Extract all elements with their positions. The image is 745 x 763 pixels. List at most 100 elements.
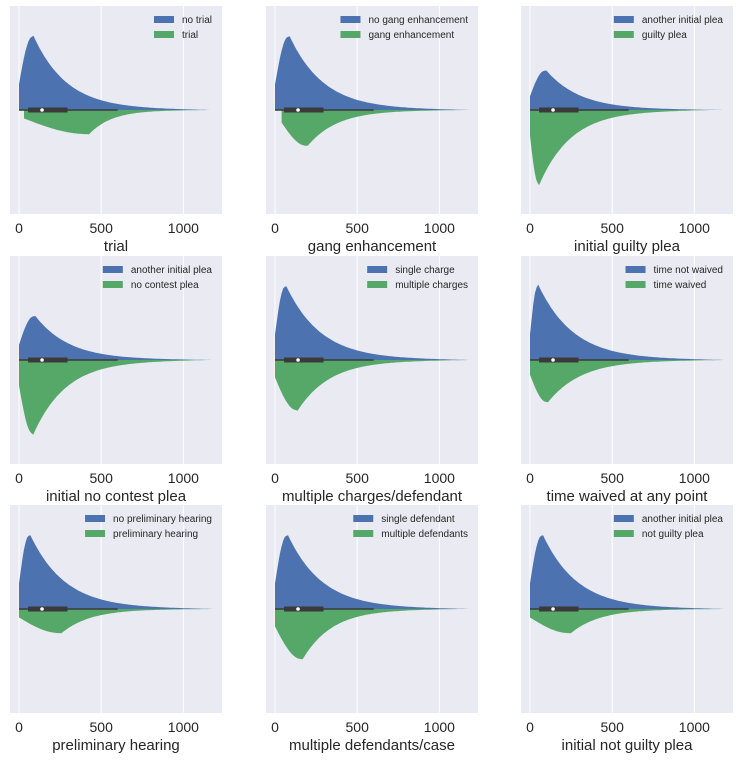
x-tick-label: 500 bbox=[90, 470, 114, 486]
x-tick-label: 1000 bbox=[424, 719, 455, 735]
violin-top-half bbox=[19, 535, 215, 609]
violin-top-half bbox=[530, 535, 726, 609]
legend-swatch bbox=[340, 16, 361, 23]
legend-label: no contest plea bbox=[131, 280, 199, 291]
x-axis-label: multiple defendants/case bbox=[289, 737, 455, 754]
box-iqr bbox=[539, 357, 579, 363]
legend-swatch bbox=[613, 515, 634, 522]
legend-label: gang enhancement bbox=[368, 30, 454, 41]
chart-panel: 0 500 1000 single defendant multiple defenda… bbox=[266, 505, 478, 754]
legend-label: guilty plea bbox=[642, 30, 687, 41]
legend-swatch bbox=[153, 31, 174, 38]
legend-swatch bbox=[613, 530, 634, 537]
legend-label: another initial plea bbox=[642, 15, 724, 26]
violin-bottom-half bbox=[281, 110, 466, 146]
legend-label: no gang enhancement bbox=[368, 15, 468, 26]
x-tick-label: 0 bbox=[15, 470, 23, 486]
legend-swatch bbox=[153, 16, 174, 23]
x-tick-label: 500 bbox=[346, 220, 370, 236]
x-axis-label: trial bbox=[104, 238, 128, 255]
x-axis-label: gang enhancement bbox=[308, 238, 437, 255]
x-tick-label: 0 bbox=[526, 220, 534, 236]
legend-swatch bbox=[85, 515, 106, 522]
box-median bbox=[551, 607, 555, 611]
box-median bbox=[551, 108, 555, 112]
box-median bbox=[296, 358, 300, 362]
legend-label: another initial plea bbox=[131, 265, 213, 276]
box-iqr bbox=[28, 606, 68, 612]
chart-panel: 0 500 1000 another initial plea guilty plea i… bbox=[521, 6, 733, 255]
legend-label: preliminary hearing bbox=[113, 529, 198, 540]
box-median bbox=[296, 108, 300, 112]
legend-swatch bbox=[353, 515, 374, 522]
violin-top-half bbox=[275, 535, 471, 609]
violin-bottom-half bbox=[530, 609, 726, 634]
box-median bbox=[40, 108, 44, 112]
chart-panel: 0 500 1000 no preliminary hearing preliminar… bbox=[10, 505, 222, 754]
x-tick-label: 500 bbox=[346, 470, 370, 486]
chart-panel: 0 500 1000 time not waived time waived time w… bbox=[521, 256, 733, 505]
legend-swatch bbox=[613, 16, 634, 23]
box-median bbox=[40, 607, 44, 611]
legend-label: not guilty plea bbox=[642, 529, 704, 540]
chart-panel: 0 500 1000 no gang enhancement gang enhancem… bbox=[266, 6, 478, 255]
x-tick-label: 1000 bbox=[168, 719, 199, 735]
x-tick-label: 0 bbox=[526, 719, 534, 735]
violin-bottom-half bbox=[275, 609, 460, 660]
x-tick-label: 1000 bbox=[424, 220, 455, 236]
legend-label: another initial plea bbox=[642, 514, 724, 525]
x-axis-label: initial not guilty plea bbox=[562, 737, 694, 754]
x-tick-label: 0 bbox=[271, 719, 279, 735]
x-tick-label: 500 bbox=[601, 470, 625, 486]
x-tick-label: 1000 bbox=[679, 470, 710, 486]
x-tick-label: 1000 bbox=[679, 220, 710, 236]
violin-bottom-half bbox=[19, 609, 215, 634]
legend-swatch bbox=[625, 266, 646, 273]
violin-bottom-half bbox=[19, 360, 208, 435]
legend-swatch bbox=[613, 31, 634, 38]
legend-label: single charge bbox=[395, 265, 455, 276]
violin-top-half bbox=[275, 286, 471, 360]
chart-panel: 0 500 1000 no trial trial trial bbox=[10, 6, 222, 255]
x-tick-label: 0 bbox=[526, 470, 534, 486]
legend-label: multiple defendants bbox=[381, 529, 468, 540]
x-tick-label: 0 bbox=[15, 220, 23, 236]
box-iqr bbox=[28, 357, 68, 363]
x-tick-label: 0 bbox=[271, 220, 279, 236]
box-iqr bbox=[539, 107, 579, 113]
box-median bbox=[40, 358, 44, 362]
x-tick-label: 0 bbox=[271, 470, 279, 486]
x-tick-label: 500 bbox=[601, 719, 625, 735]
violin-bottom-half bbox=[530, 360, 726, 403]
chart-panel: 0 500 1000 another initial plea no contest p… bbox=[10, 256, 222, 505]
box-iqr bbox=[28, 107, 68, 113]
x-axis-label: time waived at any point bbox=[547, 488, 709, 505]
violin-top-half bbox=[275, 36, 471, 110]
x-tick-label: 500 bbox=[90, 719, 114, 735]
x-tick-label: 500 bbox=[346, 719, 370, 735]
legend-swatch bbox=[85, 530, 106, 537]
x-axis-label: multiple charges/defendant bbox=[282, 488, 463, 505]
violin-top-half bbox=[19, 35, 212, 110]
legend-label: time not waived bbox=[654, 265, 723, 276]
x-tick-label: 1000 bbox=[679, 719, 710, 735]
violin-top-half bbox=[530, 284, 726, 360]
x-axis-label: initial guilty plea bbox=[574, 238, 681, 255]
x-tick-label: 0 bbox=[15, 719, 23, 735]
box-median bbox=[296, 607, 300, 611]
violin-top-half bbox=[530, 70, 726, 110]
x-tick-label: 1000 bbox=[168, 470, 199, 486]
legend-swatch bbox=[340, 31, 361, 38]
legend-label: single defendant bbox=[381, 514, 455, 525]
legend-swatch bbox=[102, 266, 123, 273]
legend-swatch bbox=[353, 530, 374, 537]
x-tick-label: 1000 bbox=[168, 220, 199, 236]
x-tick-label: 1000 bbox=[424, 470, 455, 486]
box-iqr bbox=[539, 606, 579, 612]
legend-label: no preliminary hearing bbox=[113, 514, 212, 525]
legend-swatch bbox=[102, 281, 123, 288]
box-iqr bbox=[284, 357, 324, 363]
x-axis-label: preliminary hearing bbox=[52, 737, 180, 754]
legend-swatch bbox=[625, 281, 646, 288]
